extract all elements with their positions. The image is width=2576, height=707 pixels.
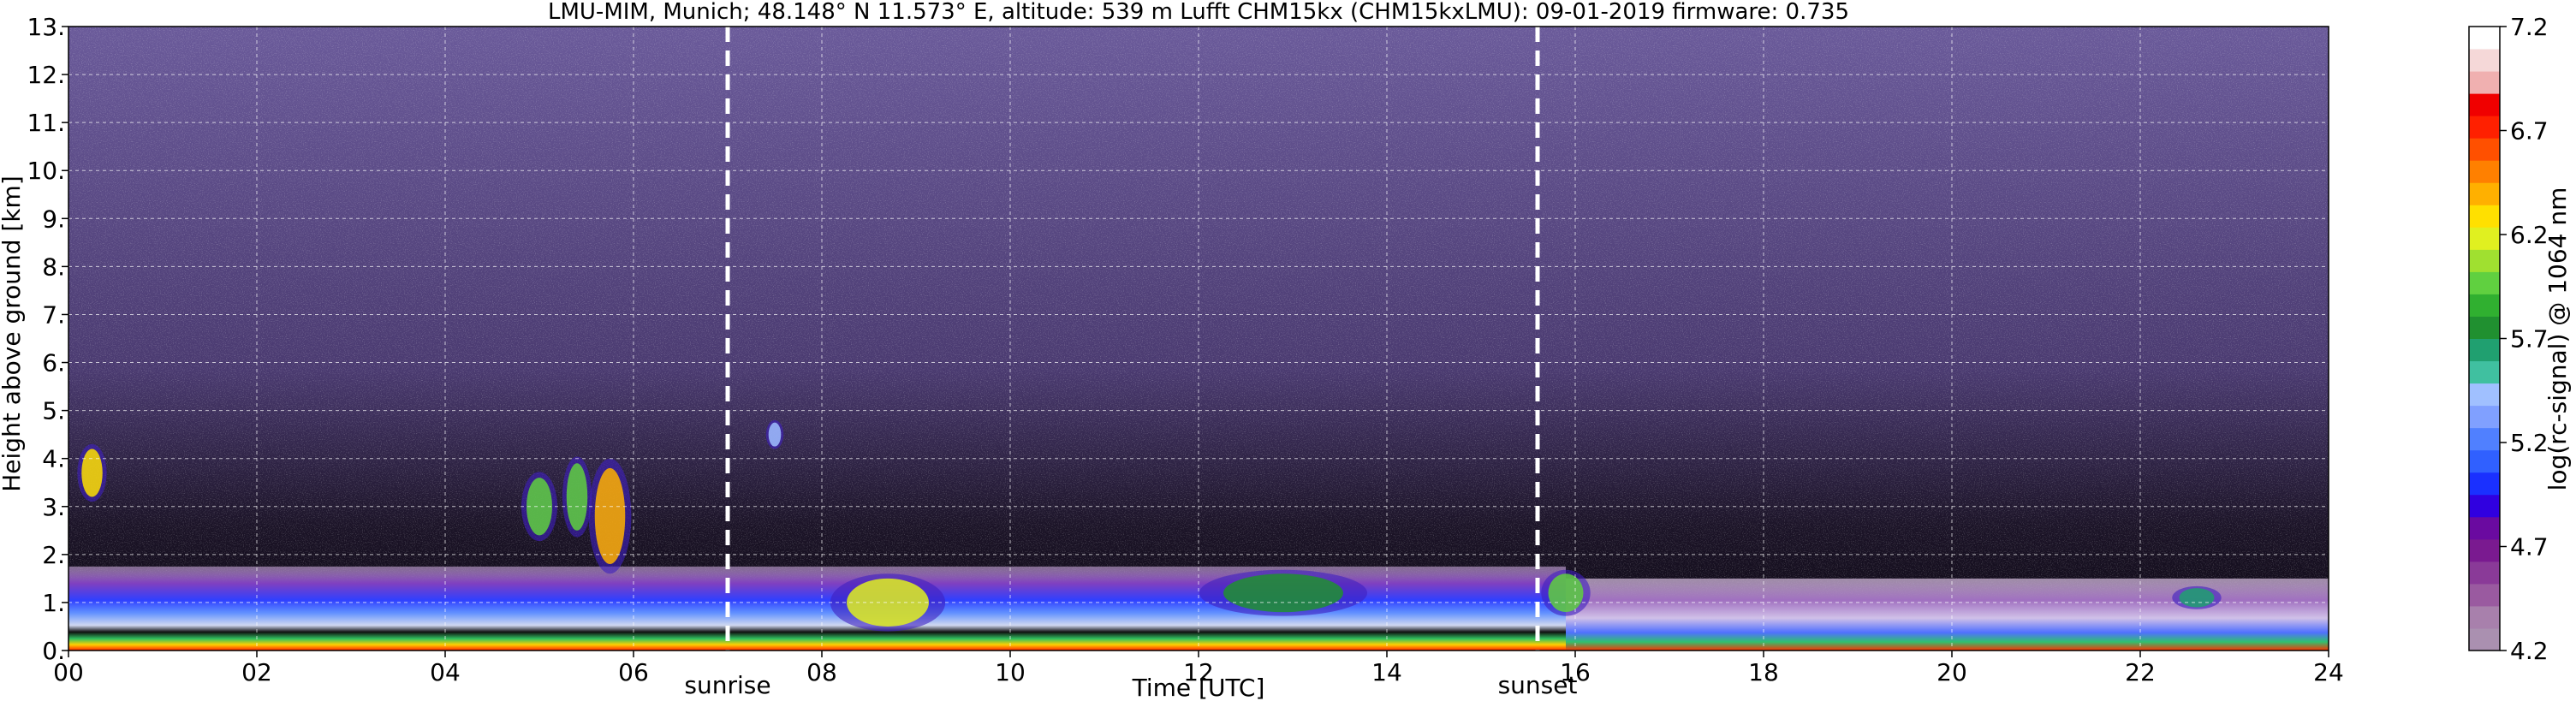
- colorbar-step: [2469, 49, 2500, 72]
- y-tick-label: 5.: [42, 397, 65, 425]
- colorbar-step: [2469, 227, 2500, 250]
- boundary-layer-evening: [1566, 578, 2329, 651]
- colorbar-step: [2469, 27, 2500, 50]
- x-tick-label: 16: [1560, 658, 1591, 686]
- colorbar-step: [2469, 338, 2500, 362]
- colorbar-tick-label: 5.2: [2510, 429, 2549, 457]
- colorbar-step: [2469, 93, 2500, 116]
- feature-cloud: [594, 467, 626, 565]
- colorbar-step: [2469, 605, 2500, 629]
- colorbar-step: [2469, 205, 2500, 228]
- x-axis-ticks: 00 02 04 06 08 10 12 14 16 18 20 22 24: [53, 651, 2344, 686]
- y-axis-ticks: 0. 1. 2. 3. 4. 5. 6. 7. 8. 9. 10. 11. 12. 13.: [27, 13, 68, 665]
- feature-cloud: [527, 478, 552, 536]
- y-tick-label: 2.: [42, 541, 65, 569]
- colorbar-step: [2469, 116, 2500, 139]
- colorbar-label: log(rc-signal) @ 1064 nm: [2543, 187, 2572, 491]
- y-tick-label: 9.: [42, 205, 65, 233]
- colorbar-tick-label: 6.7: [2510, 117, 2549, 146]
- feature-cloud: [768, 422, 782, 447]
- chart-title: LMU-MIM, Munich; 48.148° N 11.573° E, al…: [548, 0, 1849, 25]
- x-tick-label: 10: [995, 658, 1026, 686]
- x-tick-label: 12: [1183, 658, 1214, 686]
- x-tick-label: 00: [53, 658, 84, 686]
- colorbar-step: [2469, 138, 2500, 161]
- colorbar-step: [2469, 271, 2500, 294]
- y-tick-label: 7.: [42, 300, 65, 329]
- colorbar-step: [2469, 182, 2500, 205]
- colorbar-step: [2469, 71, 2500, 94]
- colorbar-step: [2469, 561, 2500, 585]
- colorbar-step: [2469, 249, 2500, 272]
- colorbar-step: [2469, 294, 2500, 317]
- colorbar-step: [2469, 427, 2500, 451]
- feature-cloud: [1548, 573, 1584, 613]
- colorbar-step: [2469, 160, 2500, 183]
- colorbar-step: [2469, 494, 2500, 518]
- x-tick-label: 14: [1371, 658, 1402, 686]
- colorbar-tick-label: 4.2: [2510, 637, 2549, 665]
- y-tick-label: 12.: [27, 61, 65, 89]
- colorbar-ticks: 4.2 4.7 5.2 5.7 6.2 6.7 7.2: [2500, 13, 2549, 665]
- colorbar-tick-label: 6.2: [2510, 221, 2549, 249]
- x-tick-label: 24: [2313, 658, 2344, 686]
- colorbar-tick-label: 7.2: [2510, 13, 2549, 41]
- y-tick-label: 0.: [42, 637, 65, 665]
- colorbar-step: [2469, 316, 2500, 339]
- colorbar-step: [2469, 472, 2500, 496]
- x-tick-label: 22: [2125, 658, 2156, 686]
- y-tick-label: 8.: [42, 253, 65, 281]
- x-axis-label: Time [UTC]: [1132, 674, 1265, 702]
- y-axis-label: Height above ground [km]: [0, 175, 26, 492]
- sunrise-label: sunrise: [684, 671, 770, 699]
- feature-aerosol: [2179, 588, 2215, 608]
- colorbar-step: [2469, 383, 2500, 407]
- y-tick-label: 13.: [27, 13, 65, 41]
- feature-cloud: [81, 449, 103, 497]
- y-tick-label: 6.: [42, 349, 65, 377]
- colorbar: 4.2 4.7 5.2 5.7 6.2 6.7 7.2 log(rc-signal) @ 1…: [2468, 13, 2572, 665]
- feature-cloud: [1223, 573, 1343, 613]
- y-tick-label: 3.: [42, 493, 65, 521]
- colorbar-step: [2469, 627, 2500, 651]
- colorbar-tick-label: 5.7: [2510, 325, 2549, 354]
- x-tick-label: 18: [1748, 658, 1779, 686]
- colorbar-tick-label: 4.7: [2510, 533, 2549, 561]
- x-tick-label: 06: [618, 658, 649, 686]
- colorbar-step: [2469, 449, 2500, 473]
- colorbar-step: [2469, 583, 2500, 607]
- colorbar-step: [2469, 538, 2500, 562]
- sunset-label: sunset: [1498, 671, 1578, 699]
- colorbar-step: [2469, 405, 2500, 429]
- y-tick-label: 11.: [27, 109, 65, 137]
- colorbar-steps: [2469, 27, 2500, 651]
- y-tick-label: 1.: [42, 589, 65, 617]
- feature-cloud: [566, 463, 588, 531]
- y-tick-label: 4.: [42, 445, 65, 473]
- colorbar-step: [2469, 516, 2500, 540]
- plot-area: [68, 26, 2329, 651]
- feature-cloud: [847, 578, 929, 627]
- x-tick-label: 02: [241, 658, 272, 686]
- sun-markers: [725, 27, 1540, 651]
- colorbar-step: [2469, 360, 2500, 384]
- x-tick-label: 04: [430, 658, 461, 686]
- x-tick-label: 20: [1936, 658, 1967, 686]
- x-tick-label: 08: [806, 658, 837, 686]
- y-tick-label: 10.: [27, 157, 65, 185]
